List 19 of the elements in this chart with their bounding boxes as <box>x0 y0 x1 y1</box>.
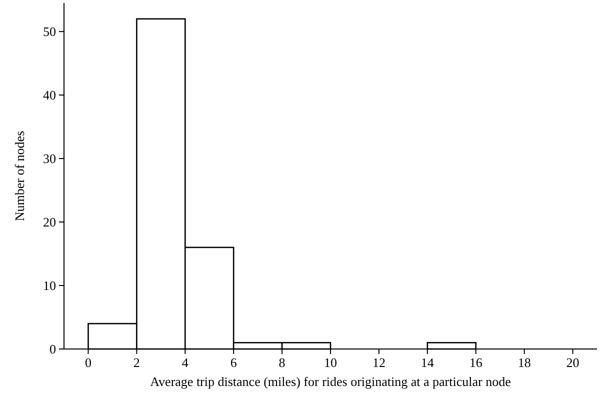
x-tick-label: 18 <box>518 355 531 370</box>
y-tick-label: 40 <box>43 88 56 103</box>
x-tick-label: 6 <box>230 355 238 370</box>
x-tick-label: 20 <box>566 355 580 370</box>
x-tick-label: 4 <box>182 355 189 370</box>
y-axis-title: Number of nodes <box>12 130 27 222</box>
x-tick-label: 8 <box>278 355 286 370</box>
y-tick-label: 30 <box>43 151 56 166</box>
x-axis-title: Average trip distance (miles) for rides originating at a particular node <box>150 374 512 389</box>
x-tick-label: 2 <box>133 355 140 370</box>
y-tick-label: 50 <box>43 24 56 40</box>
x-tick-label: 16 <box>469 355 483 370</box>
y-tick-label: 10 <box>43 278 56 294</box>
x-tick-label: 10 <box>324 355 337 370</box>
y-tick-label: 20 <box>43 214 56 230</box>
y-tick-label: 0 <box>50 342 56 356</box>
x-tick-label: 14 <box>420 355 434 370</box>
x-tick-label: 0 <box>84 355 92 370</box>
x-tick-label: 12 <box>372 355 386 370</box>
